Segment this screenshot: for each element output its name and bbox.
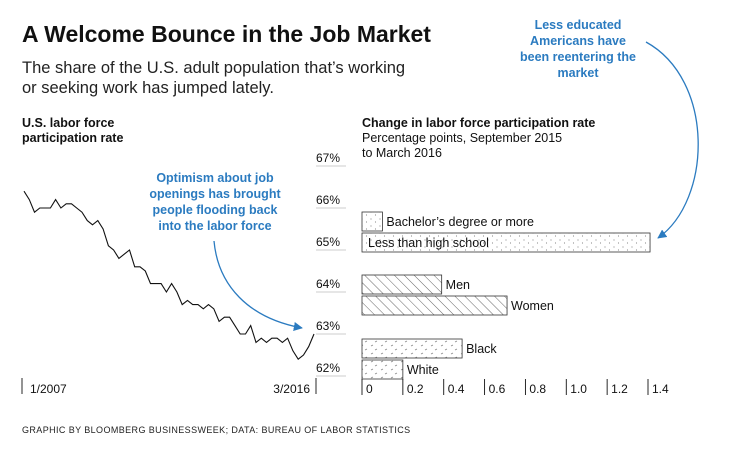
line-annotation-2: openings has brought bbox=[149, 187, 281, 201]
x-tick-label-start: 1/2007 bbox=[30, 382, 67, 396]
bar-label-less-than-high-school: Less than high school bbox=[368, 236, 489, 250]
bar-label-women: Women bbox=[511, 299, 554, 313]
bar-chart-title: Change in labor force participation rate bbox=[362, 116, 595, 130]
bar-bachelors bbox=[361, 211, 383, 232]
line-chart-gridlines bbox=[316, 165, 346, 377]
bar-chart-bars: Bachelor’s degree or more Less than high … bbox=[361, 211, 651, 380]
bar-x-tick-label: 0.6 bbox=[489, 382, 506, 396]
y-tick-label: 62% bbox=[316, 361, 340, 375]
bar-men bbox=[361, 274, 443, 295]
line-chart-x-axis: 1/2007 3/2016 bbox=[21, 378, 317, 396]
page-title: A Welcome Bounce in the Job Market bbox=[22, 21, 431, 47]
bar-x-tick-label: 1.4 bbox=[652, 382, 669, 396]
y-tick-label: 67% bbox=[316, 151, 340, 165]
bar-annotation-4: market bbox=[558, 66, 600, 80]
line-annotation-3: people flooding back bbox=[152, 203, 277, 217]
bar-chart-subtitle-1: Percentage points, September 2015 bbox=[362, 131, 562, 145]
line-chart-title-1: U.S. labor force bbox=[22, 116, 114, 130]
bar-white bbox=[361, 359, 404, 380]
y-tick-label: 65% bbox=[316, 235, 340, 249]
y-tick-label: 66% bbox=[316, 193, 340, 207]
bar-label-men: Men bbox=[446, 278, 470, 292]
y-tick-label: 64% bbox=[316, 277, 340, 291]
bar-x-tick-label: 0.4 bbox=[448, 382, 465, 396]
bar-annotation-1: Less educated bbox=[535, 18, 622, 32]
subtitle-line-2: or seeking work has jumped lately. bbox=[22, 79, 274, 97]
bar-x-tick-label: 0.2 bbox=[407, 382, 424, 396]
x-tick-label-end: 3/2016 bbox=[273, 382, 310, 396]
bar-black bbox=[361, 338, 463, 359]
bar-x-tick-label: 1.2 bbox=[611, 382, 628, 396]
bar-chart-subtitle-2: to March 2016 bbox=[362, 146, 442, 160]
source-note: GRAPHIC BY BLOOMBERG BUSINESSWEEK; DATA:… bbox=[22, 425, 411, 435]
subtitle-line-1: The share of the U.S. adult population t… bbox=[22, 59, 405, 77]
line-annotation-4: into the labor force bbox=[158, 219, 271, 233]
bar-women bbox=[361, 295, 508, 316]
line-chart-y-tick-labels: 67% 66% 65% 64% 63% 62% bbox=[316, 151, 340, 375]
bar-annotation-arrow bbox=[645, 41, 699, 239]
bar-less-than-high-school bbox=[361, 232, 651, 253]
line-annotation-1: Optimism about job bbox=[156, 171, 274, 185]
bar-x-tick-label: 0 bbox=[366, 382, 373, 396]
bar-annotation-2: Americans have bbox=[530, 34, 626, 48]
line-series-participation-rate bbox=[23, 190, 315, 361]
y-tick-label: 63% bbox=[316, 319, 340, 333]
line-chart-title-2: participation rate bbox=[22, 131, 123, 145]
bar-x-tick-label: 0.8 bbox=[529, 382, 546, 396]
bar-label-white: White bbox=[407, 363, 439, 377]
bar-label-bachelors: Bachelor’s degree or more bbox=[386, 215, 534, 229]
line-annotation-arrow bbox=[213, 240, 303, 331]
bar-label-black: Black bbox=[466, 342, 497, 356]
bar-annotation-3: been reentering the bbox=[520, 50, 636, 64]
bar-chart-x-axis: 0 0.2 0.4 0.6 0.8 1.0 1.2 1.4 bbox=[361, 379, 669, 396]
bar-x-tick-label: 1.0 bbox=[570, 382, 587, 396]
